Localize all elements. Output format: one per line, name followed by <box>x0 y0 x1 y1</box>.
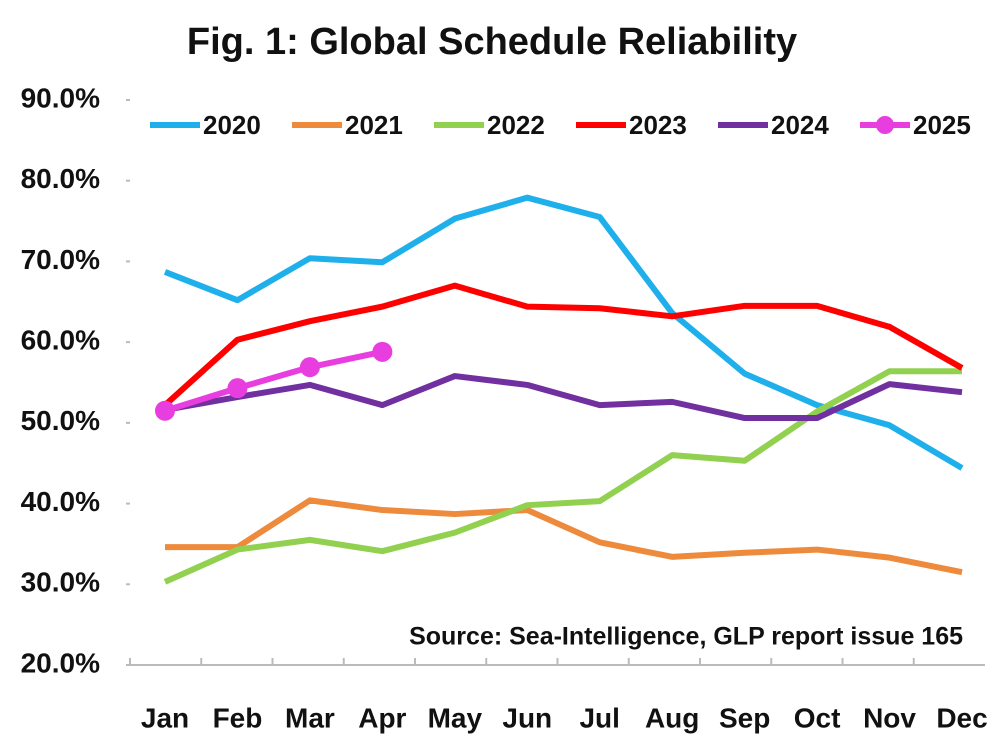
x-tick-label: Aug <box>645 702 699 733</box>
series-line <box>163 194 964 471</box>
series-line <box>164 348 383 414</box>
point <box>227 378 248 399</box>
x-tick-label: Dec <box>936 702 987 733</box>
legend-label: 2024 <box>771 110 829 140</box>
y-tick-label: 60.0% <box>21 325 100 356</box>
x-tick-label: Jul <box>579 702 619 733</box>
legend-marker <box>876 116 894 134</box>
y-tick-label: 30.0% <box>21 567 100 598</box>
y-tick-label: 40.0% <box>21 486 100 517</box>
point <box>155 400 175 421</box>
x-tick-label: Nov <box>863 702 916 733</box>
x-tick-label: Feb <box>213 702 263 733</box>
x-tick-label: Sep <box>719 702 770 733</box>
series-line <box>165 497 963 576</box>
y-tick-label: 70.0% <box>21 244 100 275</box>
series-line <box>162 282 964 408</box>
x-tick-label: Apr <box>358 702 406 733</box>
y-tick-label: 50.0% <box>21 405 100 436</box>
y-tick-label: 20.0% <box>21 647 100 678</box>
legend-label: 2020 <box>203 110 261 140</box>
chart-title: Fig. 1: Global Schedule Reliability <box>187 21 797 63</box>
point <box>372 341 393 362</box>
legend-label: 2023 <box>629 110 687 140</box>
source-note: Source: Sea-Intelligence, GLP report iss… <box>409 623 963 651</box>
legend-label: 2022 <box>487 110 545 140</box>
series-line <box>164 373 963 422</box>
x-tick-label: Jan <box>141 702 189 733</box>
y-tick-label: 80.0% <box>21 163 100 194</box>
y-tick-label: 90.0% <box>21 82 100 113</box>
legend-label: 2025 <box>913 110 971 140</box>
point <box>299 357 320 378</box>
x-tick-label: May <box>428 702 483 733</box>
x-tick-label: Oct <box>794 702 841 733</box>
legend-label: 2021 <box>345 110 403 140</box>
x-tick-label: Jun <box>502 702 552 733</box>
series-line <box>163 368 962 585</box>
x-tick-label: Mar <box>285 702 335 733</box>
